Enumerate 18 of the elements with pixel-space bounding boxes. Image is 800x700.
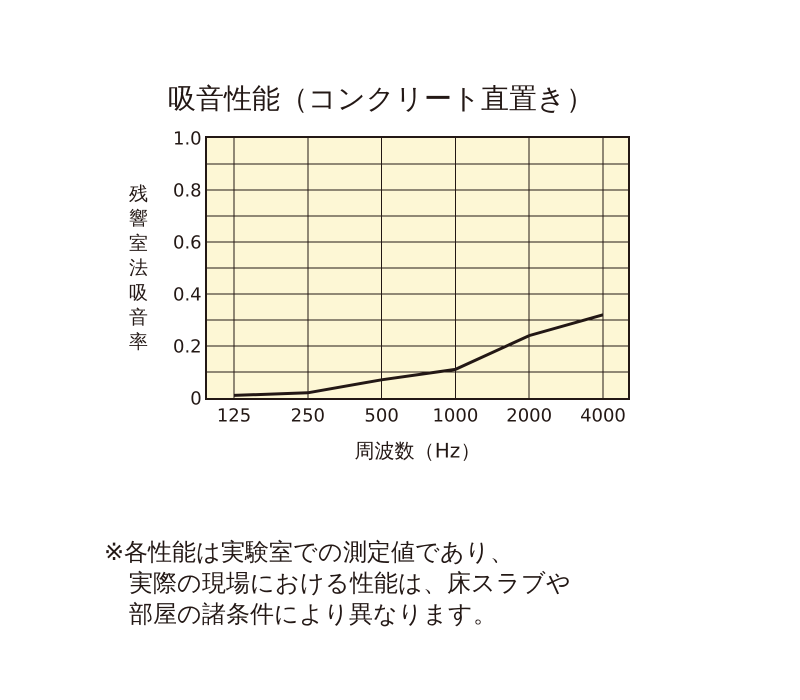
y-tick-label: 0.6 <box>173 232 202 254</box>
y-tick-label: 0 <box>190 388 202 410</box>
y-tick-label: 0.8 <box>173 180 202 202</box>
x-tick-label: 500 <box>364 405 399 426</box>
x-tick-label: 2000 <box>506 405 552 426</box>
x-axis-title: 周波数（Hz） <box>354 438 480 462</box>
x-tick-label: 250 <box>290 405 325 426</box>
text: ※各性能は実験室での測定値であり、 <box>104 538 514 566</box>
y-tick-label: 1.0 <box>173 128 202 150</box>
text: 実際の現場における性能は、床スラブや <box>129 569 571 597</box>
x-tick-label: 125 <box>216 405 252 426</box>
chart-title: 吸音性能（コンクリート直置き） <box>168 82 594 115</box>
y-tick-label: 0.4 <box>173 284 202 306</box>
x-tick-label: 4000 <box>580 405 626 426</box>
y-axis-title: 残響室法吸音率 <box>129 183 148 354</box>
x-tick-label: 1000 <box>432 405 478 426</box>
y-tick-label: 0.2 <box>173 336 202 358</box>
text: 部屋の諸条件により異なります。 <box>129 600 497 628</box>
